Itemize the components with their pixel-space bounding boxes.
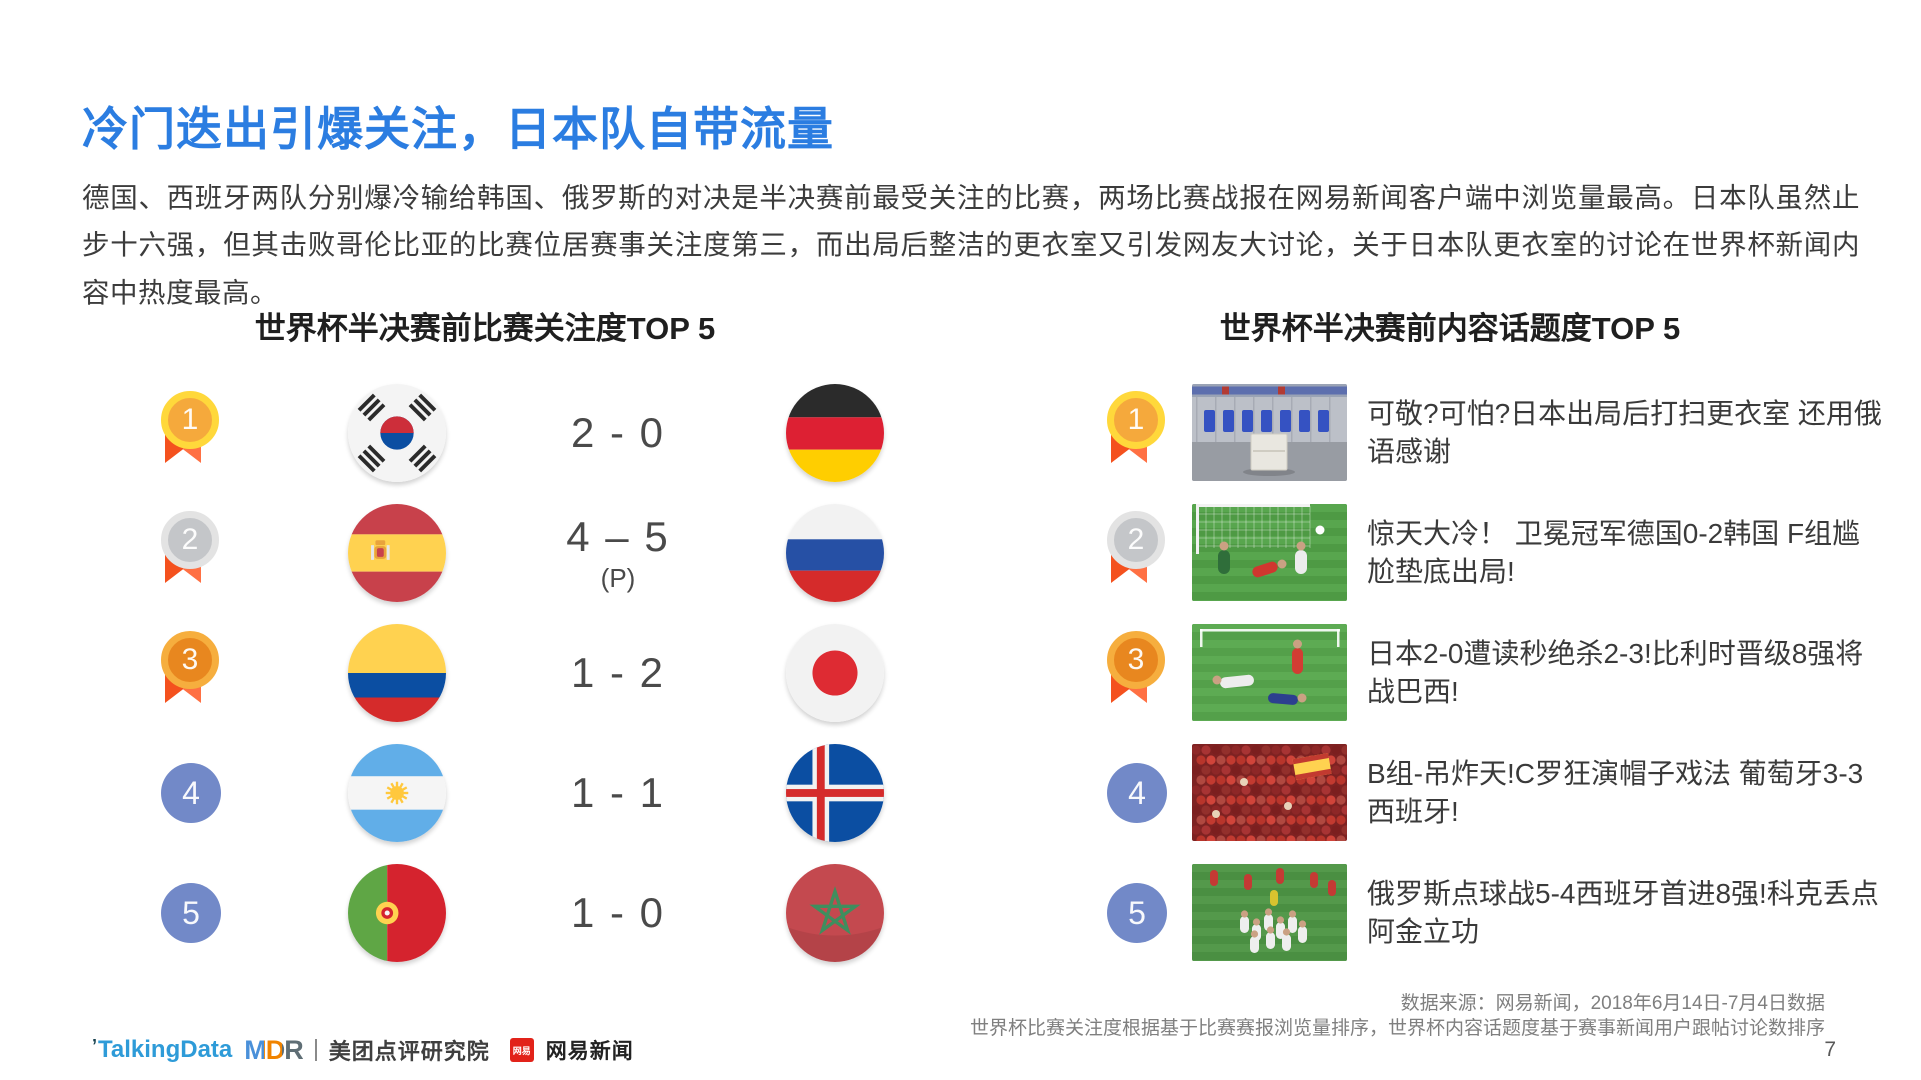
news-title: B组-吊炸天!C罗狂演帽子戏法 葡萄牙3-3西班牙!: [1367, 758, 1864, 827]
talkingdata-logo: ’TalkingData: [92, 1036, 233, 1063]
rank-number: 1: [181, 403, 199, 436]
news-row: 3 日本2-0遭读秒绝杀2-3!比利时晋级8强将战巴西!: [0, 613, 1921, 733]
rank-medal-icon: 2: [158, 511, 222, 603]
rank-number: 2: [181, 523, 199, 556]
rank-medal-icon: 5: [158, 883, 222, 975]
team-flag-icon: [786, 864, 884, 962]
news-thumbnail: [1192, 744, 1347, 841]
rank-medal-icon: 4: [158, 763, 222, 855]
talkingdata-tick: ’: [92, 1036, 98, 1056]
rank-number: 5: [1128, 894, 1146, 931]
team-flag-icon: [786, 744, 884, 842]
rank-number: 4: [182, 774, 200, 811]
news-thumbnail: [1192, 864, 1347, 961]
news-title: 日本2-0遭读秒绝杀2-3!比利时晋级8强将战巴西!: [1367, 638, 1864, 707]
logo-divider: [314, 1039, 317, 1061]
match-row: 1 2 - 0: [0, 373, 1921, 493]
rank-medal-icon: 3: [1104, 631, 1168, 723]
match-row: 3 1 - 2: [0, 613, 1921, 733]
rank-number: 3: [181, 643, 199, 676]
match-row: 4 1 - 1: [0, 733, 1921, 853]
match-score: 1 - 1: [570, 769, 666, 816]
news-row: 5 俄罗斯点球战5-4西班牙首进8强!科克丢点阿金立功: [0, 853, 1921, 973]
match-score: 1 - 0: [570, 889, 666, 936]
data-source-line2: 世界杯比赛关注度根据基于比赛赛报浏览量排序，世界杯内容话题度基于赛事新闻用户跟帖…: [969, 1018, 1825, 1039]
rank-number: 3: [1127, 643, 1145, 676]
rank-medal-icon: 3: [158, 631, 222, 723]
data-source-line1: 数据来源：网易新闻，2018年6月14日-7月4日数据: [1400, 993, 1825, 1014]
rank-medal-icon: 4: [1104, 763, 1168, 855]
news-thumbnail: [1192, 384, 1347, 481]
page-number: 7: [1824, 1038, 1836, 1061]
match-row: 5 1 - 0: [0, 853, 1921, 973]
netease-news-logo: 网易新闻: [545, 1040, 634, 1063]
rank-medal-icon: 2: [1104, 511, 1168, 603]
news-title: 惊天大冷！ 卫冕冠军德国0-2韩国 F组尴尬垫底出局!: [1367, 518, 1861, 587]
team-flag-icon: [786, 624, 884, 722]
news-thumbnail: [1192, 624, 1347, 721]
rank-number: 2: [1127, 523, 1145, 556]
right-panel-title: 世界杯半决赛前内容话题度TOP 5: [1219, 311, 1681, 346]
match-score: 1 - 2: [570, 649, 666, 696]
match-score: 4 – 5 (P): [566, 512, 670, 593]
rank-medal-icon: 1: [158, 391, 222, 483]
rank-medal-icon: 5: [1104, 883, 1168, 975]
footer-logos: ’TalkingData MDR 美团点评研究院 网易 网易新闻: [92, 1034, 634, 1066]
news-title: 俄罗斯点球战5-4西班牙首进8强!科克丢点阿金立功: [1367, 878, 1879, 947]
left-panel-title: 世界杯半决赛前比赛关注度TOP 5: [254, 311, 716, 346]
page-title: 冷门迭出引爆关注，日本队自带流量: [82, 102, 834, 155]
rank-number: 4: [1128, 774, 1146, 811]
netease-badge-icon: 网易: [509, 1038, 534, 1062]
match-row: 2 4 – 5 (P): [0, 493, 1921, 613]
rank-number: 5: [182, 894, 200, 931]
news-row: 1 可敬?可怕?日本出局后打扫更衣室 还用俄语感谢: [0, 373, 1921, 493]
rank-medal-icon: 1: [1104, 391, 1168, 483]
match-score: 2 - 0: [570, 409, 666, 456]
intro-paragraph: 德国、西班牙两队分别爆冷输给韩国、俄罗斯的对决是半决赛前最受关注的比赛，两场比赛…: [82, 181, 1860, 308]
mdr-logo: MDR: [244, 1034, 303, 1065]
news-row: 4 B组-吊炸天!C罗狂演帽子戏法 葡萄牙3-3西班牙!: [0, 733, 1921, 853]
news-row: 2 惊天大冷！ 卫冕冠军德国0-2韩国 F组尴尬垫底出局!: [0, 493, 1921, 613]
rank-number: 1: [1127, 403, 1145, 436]
news-title: 可敬?可怕?日本出局后打扫更衣室 还用俄语感谢: [1367, 398, 1882, 467]
team-flag-icon: [348, 384, 446, 482]
news-thumbnail: [1192, 504, 1347, 601]
meituan-research-logo: 美团点评研究院: [328, 1039, 490, 1064]
